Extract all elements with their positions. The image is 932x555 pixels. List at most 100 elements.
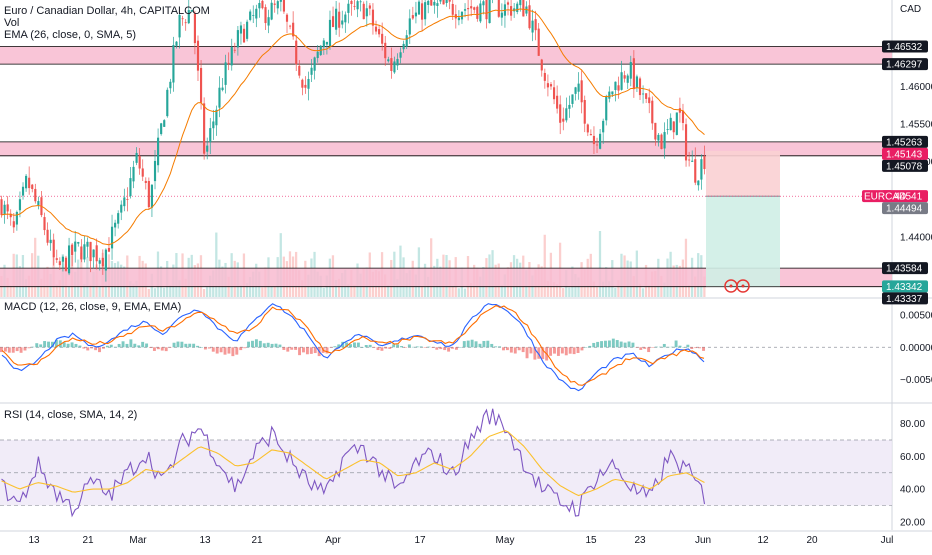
symbol-legend[interactable]: Euro / Canadian Dollar, 4h, CAPITALCOM (4, 5, 210, 17)
macd-histogram-bar (211, 347, 215, 352)
volume-bar (9, 285, 12, 297)
macd-histogram-bar (333, 346, 337, 348)
candle-body (83, 244, 86, 260)
ema-legend[interactable]: EMA (26, close, 0, SMA, 5) (4, 29, 136, 41)
volume-bar (245, 283, 249, 297)
candle-body (638, 78, 642, 96)
candle-body (264, 7, 267, 24)
candle-body (442, 0, 445, 5)
macd-histogram-bar (411, 346, 415, 348)
macd-histogram-bar (415, 346, 419, 348)
candle-body (292, 22, 295, 37)
candle-body (448, 0, 451, 2)
candle-body (457, 17, 460, 21)
macd-histogram-bar (168, 347, 172, 348)
rsi-line (1, 408, 706, 518)
candle-body (411, 15, 414, 19)
rsi-legend[interactable]: RSI (14, close, SMA, 14, 2) (4, 409, 137, 421)
volume-bar (261, 287, 264, 297)
volume-bar (463, 288, 467, 297)
candle-body (239, 25, 243, 34)
volume-bar (67, 286, 71, 297)
macd-histogram-bar (470, 339, 474, 348)
macd-histogram-bar (623, 342, 627, 348)
candle-body (347, 3, 350, 13)
candle-body (273, 3, 276, 5)
macd-histogram-bar (439, 347, 443, 350)
macd-histogram-bar (109, 344, 113, 348)
candle-body (304, 84, 307, 88)
macd-histogram-bar (490, 343, 494, 348)
candle-body (424, 2, 427, 20)
candle-body (52, 239, 55, 258)
candle-body (556, 95, 559, 109)
replay-icon[interactable] (724, 279, 750, 293)
volume-bar (577, 277, 580, 297)
macd-histogram-bar (380, 347, 384, 351)
short-target-area[interactable] (706, 196, 780, 287)
candle-body (540, 59, 543, 71)
candle-body (519, 0, 522, 6)
macd-histogram-bar (207, 347, 211, 349)
resistance-zone[interactable] (0, 46, 892, 65)
candle-body (703, 156, 706, 170)
macd-histogram-bar (384, 347, 388, 349)
macd-histogram-bar (353, 342, 356, 348)
macd-histogram-bar (70, 342, 74, 348)
candle-body (672, 121, 675, 133)
candle-body (224, 62, 227, 85)
candle-body (175, 41, 178, 46)
price-tag[interactable] (882, 40, 928, 53)
candle-body (589, 134, 592, 136)
volume-bar (322, 287, 325, 297)
volume-bar (543, 234, 546, 297)
price-tag[interactable] (882, 159, 928, 172)
candle-body (227, 62, 230, 64)
macd-histogram-bar (443, 347, 447, 351)
candle-body (368, 5, 371, 9)
price-tag[interactable] (882, 135, 928, 148)
price-tag[interactable] (882, 147, 928, 160)
resistance-zone[interactable] (0, 268, 892, 287)
macd-histogram-bar (658, 346, 662, 348)
candle-body (6, 204, 9, 212)
candle-body (328, 19, 332, 46)
macd-legend[interactable]: MACD (12, 26, close, 9, EMA, EMA) (4, 301, 181, 313)
symbol-tag[interactable] (862, 190, 892, 203)
macd-histogram-bar (290, 347, 294, 350)
price-tag[interactable] (882, 190, 928, 203)
volume-legend[interactable]: Vol (4, 17, 19, 29)
rsi-tick-label: 80.00 (900, 419, 925, 430)
volume-bar (430, 238, 433, 297)
macd-histogram-bar (509, 347, 513, 353)
short-stop-area[interactable] (706, 150, 780, 197)
candle-body (559, 104, 562, 123)
price-tag[interactable] (882, 280, 928, 293)
price-tag[interactable] (882, 58, 928, 71)
candle-body (552, 87, 556, 100)
resistance-zone[interactable] (0, 141, 892, 156)
rsi-tick-label: 20.00 (900, 517, 925, 528)
macd-histogram-bar (474, 341, 478, 348)
time-tick-label: 13 (28, 535, 40, 546)
volume-bar (598, 231, 602, 297)
candle-body (101, 257, 104, 267)
macd-histogram-bar (666, 346, 670, 348)
volume-bar (202, 288, 206, 297)
candle-body (331, 16, 335, 28)
candle-body (178, 14, 181, 38)
price-tag[interactable] (882, 292, 928, 305)
time-tick-label: May (496, 535, 515, 546)
volume-bar (555, 284, 559, 297)
candle-body (586, 124, 589, 133)
candle-body (246, 21, 249, 39)
macd-histogram-bar (407, 344, 411, 348)
candle-body (393, 61, 396, 73)
macd-histogram-bar (54, 339, 58, 348)
candle-body (89, 241, 92, 262)
price-tag[interactable] (882, 262, 928, 275)
candle-body (77, 241, 80, 244)
price-tag[interactable] (882, 202, 928, 215)
macd-histogram-bar (101, 347, 105, 349)
